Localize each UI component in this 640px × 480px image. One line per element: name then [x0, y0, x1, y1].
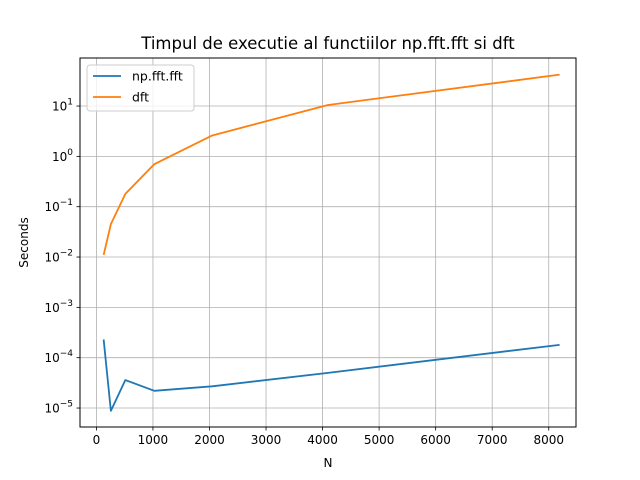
- y-tick-label: 100: [52, 148, 73, 164]
- chart-title: Timpul de executie al functiilor np.fft.…: [140, 34, 515, 53]
- x-tick-label: 0: [93, 433, 101, 447]
- x-axis-ticks: 0 1000 2000 3000 4000 5000 6000 7000 8000: [93, 427, 564, 447]
- series-line-np-fft-fft: [102, 339, 560, 412]
- x-tick-label: 8000: [533, 433, 564, 447]
- x-tick-label: 2000: [194, 433, 225, 447]
- legend-label-np-fft-fft: np.fft.fft: [132, 69, 183, 84]
- y-tick-label: 10−1: [44, 198, 73, 214]
- y-tick-label: 101: [52, 98, 73, 114]
- x-tick-label: 5000: [364, 433, 395, 447]
- y-axis-label: Seconds: [17, 217, 31, 267]
- x-tick-label: 4000: [307, 433, 338, 447]
- x-tick-label: 1000: [138, 433, 169, 447]
- y-tick-label: 10−5: [44, 400, 73, 416]
- plot-frame: [79, 57, 577, 428]
- x-tick-label: 3000: [251, 433, 282, 447]
- grid-lines: [80, 58, 576, 427]
- x-tick-label: 6000: [420, 433, 451, 447]
- legend: np.fft.fft dft: [86, 64, 195, 112]
- y-tick-label: 10−3: [44, 299, 73, 315]
- x-axis-label: N: [324, 456, 333, 470]
- y-tick-label: 10−2: [44, 249, 73, 265]
- y-tick-label: 10−4: [44, 349, 73, 365]
- series-lines: [102, 73, 560, 412]
- legend-label-dft: dft: [132, 90, 149, 105]
- series-line-dft: [102, 73, 560, 256]
- y-axis-ticks: 10−5 10−4 10−3 10−2 10−1 100 101: [44, 98, 80, 416]
- x-tick-label: 7000: [477, 433, 508, 447]
